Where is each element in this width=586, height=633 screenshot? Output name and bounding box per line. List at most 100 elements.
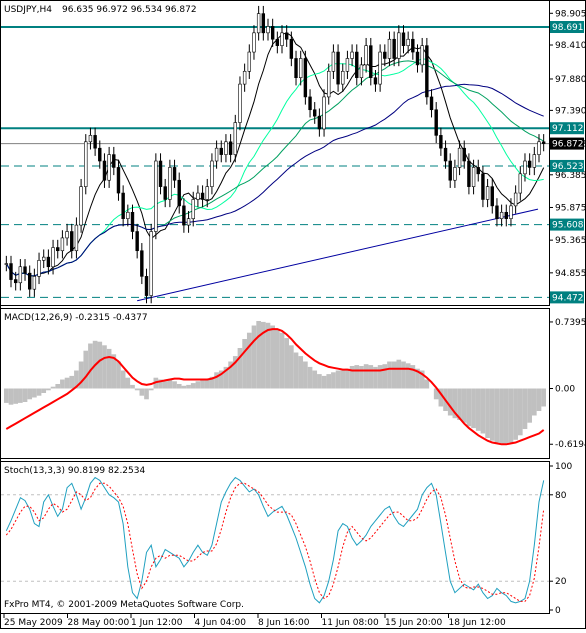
candle-body xyxy=(346,58,349,71)
macd-tick-label: -0.6194 xyxy=(555,440,586,450)
macd-bar xyxy=(396,360,401,389)
candle-body xyxy=(313,110,316,116)
candle-body xyxy=(80,187,83,225)
candle-body xyxy=(5,264,8,265)
candle-body xyxy=(47,257,50,267)
macd-bar xyxy=(116,362,121,389)
macd-bar xyxy=(172,381,177,388)
candle-body xyxy=(182,206,185,225)
macd-bar xyxy=(541,389,546,407)
candle-body xyxy=(365,46,368,65)
macd-bar xyxy=(322,376,327,389)
macd-bar xyxy=(280,333,285,389)
candle-body xyxy=(112,155,115,168)
time-tick-label: 8 Jun 16:00 xyxy=(258,618,310,628)
macd-bar xyxy=(378,365,383,388)
macd-bar xyxy=(32,389,37,398)
macd-bar xyxy=(252,326,257,389)
macd-bar xyxy=(41,389,46,394)
macd-bar xyxy=(495,389,500,443)
candle-body xyxy=(425,46,428,97)
macd-bar xyxy=(196,381,201,388)
macd-bar xyxy=(401,362,406,389)
candle-body xyxy=(486,187,489,200)
price-tick-label: 96.385 xyxy=(555,171,586,181)
time-tick-label: 11 Jun 08:00 xyxy=(322,618,379,628)
candle-body xyxy=(19,267,22,283)
candle-body xyxy=(229,142,232,155)
time-tick-label: 15 Jun 20:00 xyxy=(385,618,442,628)
macd-bar xyxy=(163,381,168,388)
candle-body xyxy=(42,257,45,260)
candle-body xyxy=(439,135,442,148)
macd-bar xyxy=(13,389,18,404)
macd-bar xyxy=(354,365,359,388)
macd-bar xyxy=(518,389,523,436)
candle-body xyxy=(126,212,129,218)
macd-bar xyxy=(266,323,271,389)
macd-bar xyxy=(149,389,154,391)
candle-body xyxy=(449,161,452,180)
stoch-tick-label: 20 xyxy=(555,577,567,587)
macd-bar xyxy=(65,378,70,389)
macd-bar xyxy=(294,353,299,389)
macd-bar xyxy=(97,342,102,389)
macd-bar xyxy=(88,344,93,389)
candle-body xyxy=(122,193,125,219)
price-tag: 97.112 xyxy=(550,122,584,134)
candle-body xyxy=(66,232,69,238)
candle-body xyxy=(388,39,391,58)
macd-bar xyxy=(481,389,486,434)
macd-bar xyxy=(345,369,350,389)
time-tick-label: 18 Jun 12:00 xyxy=(449,618,506,628)
macd-tick-label: 0.7395 xyxy=(555,318,586,328)
candle-body xyxy=(332,52,335,71)
macd-bar xyxy=(527,389,532,423)
candle-body xyxy=(173,167,176,180)
macd-bar xyxy=(140,389,145,396)
macd-bar xyxy=(205,380,210,389)
macd-bar xyxy=(471,389,476,429)
macd-bar xyxy=(144,389,149,400)
macd-tick-label: 0.00 xyxy=(555,385,575,395)
price-tick-label: 97.880 xyxy=(555,75,586,85)
candle-body xyxy=(299,58,302,77)
macd-bar xyxy=(490,389,495,441)
candle-body xyxy=(253,33,256,52)
macd-bar xyxy=(476,389,481,431)
candle-body xyxy=(257,14,260,33)
candle-body xyxy=(533,155,536,168)
price-tag-text: 96.872 xyxy=(552,140,584,150)
candle-body xyxy=(201,193,204,199)
candle-body xyxy=(239,84,242,122)
macd-bar xyxy=(340,371,345,389)
macd-bar xyxy=(537,389,542,412)
price-tick-label: 95.875 xyxy=(555,203,586,213)
price-tag-text: 98.691 xyxy=(552,23,584,33)
macd-bar xyxy=(462,389,467,423)
footer-copyright: FxPro MT4, © 2001-2009 MetaQuotes Softwa… xyxy=(4,600,244,610)
candle-body xyxy=(468,161,471,187)
macd-bar xyxy=(270,326,275,389)
macd-bar xyxy=(523,389,528,430)
macd-bar xyxy=(102,345,107,388)
candle-body xyxy=(290,39,293,58)
price-tag-text: 95.608 xyxy=(552,221,584,231)
candle-body xyxy=(215,148,218,161)
macd-bar xyxy=(504,389,509,444)
candle-body xyxy=(225,142,228,155)
macd-bar xyxy=(275,329,280,388)
candle-body xyxy=(28,273,31,289)
stoch-tick-label: 100 xyxy=(555,462,572,472)
macd-bar xyxy=(125,378,130,389)
macd-bar xyxy=(107,349,112,389)
candle-body xyxy=(309,97,312,110)
candle-body xyxy=(397,33,400,59)
macd-bar xyxy=(4,389,9,403)
stoch-tick-label: 80 xyxy=(555,491,567,501)
macd-bar xyxy=(532,389,537,416)
candle-body xyxy=(477,167,480,173)
macd-bar xyxy=(303,362,308,389)
